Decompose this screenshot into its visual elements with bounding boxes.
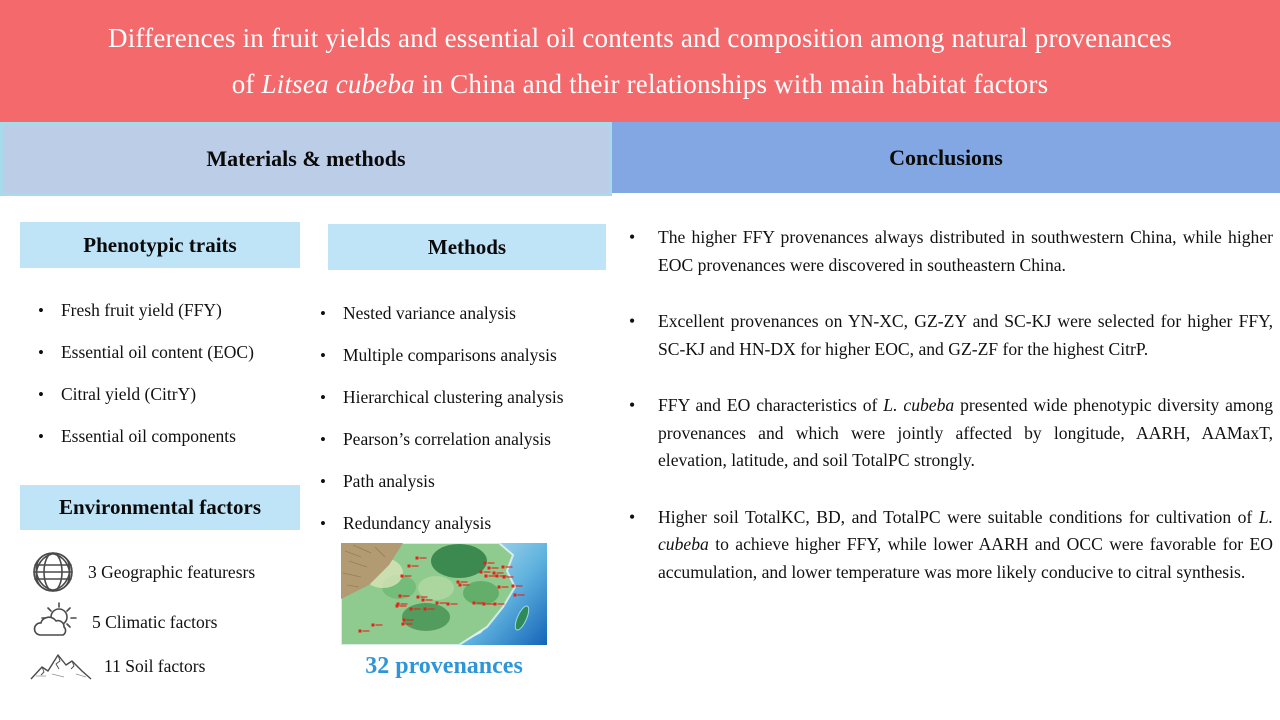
list-item-label: Citral yield (CitrY): [60, 383, 197, 404]
section-header-materials-methods: Materials & methods: [0, 122, 612, 196]
env-row-soil: 11 Soil factors: [30, 649, 330, 683]
title-line-2: of Litsea cubeba in China and their rela…: [231, 68, 1049, 99]
section-header-conclusions: Conclusions: [612, 122, 1280, 193]
bullet-icon: [320, 303, 326, 324]
title-banner: Differences in fruit yields and essentia…: [0, 0, 1280, 122]
bullet-icon: [38, 384, 44, 405]
conclusion-text: Higher soil TotalKC, BD, and TotalPC wer…: [658, 506, 1273, 582]
list-item: Multiple comparisons analysis: [320, 334, 620, 376]
bullet-icon: [629, 504, 635, 532]
methods-list: Nested variance analysis Multiple compar…: [320, 292, 620, 544]
conclusion-item: The higher FFY provenances always distri…: [627, 224, 1273, 279]
env-row-label: 5 Climatic factors: [92, 611, 218, 632]
bullet-icon: [629, 224, 635, 252]
bullet-icon: [320, 513, 326, 534]
list-item: Hierarchical clustering analysis: [320, 376, 620, 418]
list-item-label: Redundancy analysis: [342, 512, 492, 533]
mountains-icon: [30, 649, 92, 683]
list-item-label: Pearson’s correlation analysis: [342, 428, 551, 449]
map-caption: 32 provenances: [365, 653, 523, 679]
section-header-label: Conclusions: [889, 144, 1003, 170]
environmental-factors-list: 3 Geographic featuresrs 5: [30, 549, 330, 689]
phenotypic-traits-heading: Phenotypic traits: [20, 222, 300, 268]
cloud-sun-icon: [30, 601, 80, 643]
title-line-1: Differences in fruit yields and essentia…: [108, 22, 1172, 53]
conclusion-item: Excellent provenances on YN-XC, GZ-ZY an…: [627, 308, 1273, 363]
methods-heading: Methods: [328, 224, 606, 270]
list-item: Essential oil content (EOC): [38, 331, 313, 373]
list-item-label: Nested variance analysis: [342, 302, 516, 323]
list-item-label: Multiple comparisons analysis: [342, 344, 557, 365]
env-row-geographic: 3 Geographic featuresrs: [30, 549, 330, 595]
conclusions-list: The higher FFY provenances always distri…: [627, 224, 1273, 615]
bullet-icon: [320, 387, 326, 408]
list-item: Essential oil components: [38, 415, 313, 457]
conclusion-text: FFY and EO characteristics of L. cubeba …: [658, 395, 1273, 470]
list-item: Pearson’s correlation analysis: [320, 418, 620, 460]
list-item-label: Essential oil components: [60, 425, 236, 446]
provenance-dots: [358, 556, 525, 633]
env-row-label: 11 Soil factors: [104, 655, 206, 676]
bullet-icon: [38, 342, 44, 363]
list-item-label: Path analysis: [342, 470, 435, 491]
list-item: Fresh fruit yield (FFY): [38, 289, 313, 331]
china-provenance-map: [341, 543, 547, 645]
list-item: Redundancy analysis: [320, 502, 620, 544]
list-item: Citral yield (CitrY): [38, 373, 313, 415]
bullet-icon: [38, 300, 44, 321]
conclusion-item: FFY and EO characteristics of L. cubeba …: [627, 392, 1273, 475]
list-item-label: Essential oil content (EOC): [60, 341, 254, 362]
conclusion-item: Higher soil TotalKC, BD, and TotalPC wer…: [627, 504, 1273, 587]
bullet-icon: [320, 345, 326, 366]
bullet-icon: [320, 471, 326, 492]
env-row-climatic: 5 Climatic factors: [30, 601, 330, 643]
environmental-factors-heading: Environmental factors: [20, 485, 300, 530]
bullet-icon: [320, 429, 326, 450]
bullet-icon: [629, 308, 635, 336]
env-row-label: 3 Geographic featuresrs: [88, 561, 256, 582]
bullet-icon: [38, 426, 44, 447]
list-item-label: Hierarchical clustering analysis: [342, 386, 564, 407]
globe-icon: [30, 549, 76, 595]
phenotypic-traits-list: Fresh fruit yield (FFY) Essential oil co…: [38, 289, 313, 457]
conclusion-text: The higher FFY provenances always distri…: [658, 227, 1273, 275]
section-header-label: Materials & methods: [206, 146, 406, 171]
list-item: Path analysis: [320, 460, 620, 502]
conclusion-text: Excellent provenances on YN-XC, GZ-ZY an…: [658, 311, 1273, 359]
list-item: Nested variance analysis: [320, 292, 620, 334]
bullet-icon: [629, 392, 635, 420]
list-item-label: Fresh fruit yield (FFY): [60, 299, 222, 320]
